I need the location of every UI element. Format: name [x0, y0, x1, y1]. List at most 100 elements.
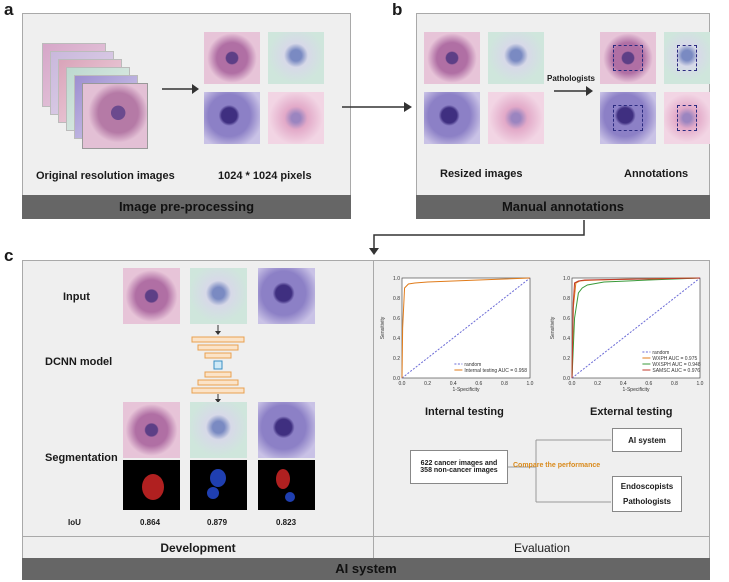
label-annotations: Annotations: [624, 168, 689, 180]
panel-a-letter: a: [4, 0, 14, 19]
resized-image: [424, 32, 480, 84]
series-line: [571, 277, 701, 379]
x-tick-label: 0.8: [671, 381, 678, 387]
resized-image: [488, 32, 544, 84]
y-tick-label: 1.0: [393, 276, 400, 282]
x-axis-label: 1-Specificity: [623, 387, 650, 393]
label-resized-images: Resized images: [440, 168, 523, 180]
legend-entry: WXSPH AUC = 0.948: [652, 362, 700, 368]
label-pathologists: Pathologists: [547, 74, 596, 83]
dcnn-network-icon: [191, 325, 245, 403]
series-line: [571, 277, 701, 379]
title-external-testing: External testing: [590, 406, 673, 418]
dataset-line: 358 non-cancer images: [420, 467, 498, 474]
compare-label: Compare the performance: [513, 462, 601, 469]
input-image: [190, 268, 247, 324]
pathologists-label: Pathologists: [622, 497, 671, 506]
resized-image: [488, 92, 544, 144]
resized-image: [424, 92, 480, 144]
label-segmentation: Segmentation: [45, 452, 118, 464]
resized-image: [268, 92, 324, 144]
stacked-original-images: [42, 43, 152, 163]
label-development: Development: [22, 536, 374, 558]
ai-system-box: AI system: [612, 428, 682, 452]
mask-image: [258, 460, 315, 510]
series-line: [401, 277, 531, 379]
y-tick-label: 0.8: [393, 296, 400, 302]
y-tick-label: 0.4: [563, 336, 570, 342]
x-tick-label: 0.6: [645, 381, 652, 387]
label-original-images: Original resolution images: [36, 170, 175, 182]
label-1024: 1024 * 1024 pixels: [218, 170, 312, 182]
y-tick-label: 0.2: [563, 356, 570, 362]
x-tick-label: 1.0: [697, 381, 704, 387]
iou-value: 0.864: [140, 518, 161, 527]
x-axis-label: 1-Specificity: [453, 387, 480, 393]
x-tick-label: 0.6: [475, 381, 482, 387]
comparison-connector-icon: [508, 439, 611, 503]
annotated-image: [664, 92, 710, 144]
dataset-box: 622 cancer images and 358 non-cancer ima…: [410, 450, 508, 484]
legend-entry: random: [652, 350, 669, 356]
label-dcnn-model: DCNN model: [45, 356, 113, 368]
label-iou: IoU: [68, 518, 81, 527]
bar-manual-annotations: Manual annotations: [416, 195, 710, 219]
divider: [373, 260, 374, 558]
bar-ai-system: AI system: [22, 558, 710, 580]
y-tick-label: 0.2: [393, 356, 400, 362]
legend-entry: SAMSC AUC = 0.976: [652, 368, 700, 374]
y-axis-label: Sensitivity: [550, 316, 556, 339]
dataset-line: 622 cancer images and: [420, 460, 498, 467]
segmentation-overlay: [190, 402, 247, 458]
x-tick-label: 1.0: [527, 381, 534, 387]
annotated-image: [600, 92, 656, 144]
iou-value: 0.879: [207, 518, 228, 527]
series-line: [571, 277, 701, 379]
resized-image: [204, 92, 260, 144]
bar-image-preprocessing: Image pre-processing: [22, 195, 351, 219]
label-input: Input: [63, 291, 90, 303]
series-line: [401, 277, 531, 379]
roc-chart-internal: 0.00.0 0.2 0.2 0.4 0.4 0.6 0.6 0.8 0.8 1.0 1.0 1-Sp…: [380, 276, 534, 393]
x-tick-label: 0.0: [399, 381, 406, 387]
resized-image: [268, 32, 324, 84]
y-tick-label: 0.8: [563, 296, 570, 302]
y-axis-label: Sensitivity: [380, 316, 386, 339]
y-tick-label: 0.0: [563, 376, 570, 382]
annotated-image: [600, 32, 656, 84]
mask-image: [190, 460, 247, 510]
segmentation-overlay: [258, 402, 315, 458]
x-tick-label: 0.0: [569, 381, 576, 387]
segmentation-overlay: [123, 402, 180, 458]
title-internal-testing: Internal testing: [425, 406, 504, 418]
connector-arrow-icon: [369, 220, 585, 255]
experts-box: Endoscopists Pathologists: [612, 476, 682, 512]
x-tick-label: 0.2: [594, 381, 601, 387]
y-tick-label: 0.0: [393, 376, 400, 382]
x-tick-label: 0.4: [450, 381, 457, 387]
y-tick-label: 1.0: [563, 276, 570, 282]
label-evaluation: Evaluation: [374, 536, 710, 558]
arrow-icon: [342, 102, 412, 112]
x-tick-label: 0.8: [501, 381, 508, 387]
legend-entry: WXPH AUC = 0.975: [652, 356, 697, 362]
mask-image: [123, 460, 180, 510]
arrow-icon: [162, 84, 199, 94]
legend-entry: random: [464, 362, 481, 368]
iou-value: 0.823: [276, 518, 297, 527]
annotated-image: [664, 32, 710, 84]
arrow-icon: [554, 86, 593, 96]
y-tick-label: 0.4: [393, 336, 400, 342]
endoscopists-label: Endoscopists: [620, 482, 674, 491]
roc-chart-external: 0.00.0 0.2 0.2 0.4 0.4 0.6 0.6 0.8 0.8 1.0 1.0 1-Sp…: [550, 276, 704, 393]
input-image: [123, 268, 180, 324]
y-tick-label: 0.6: [393, 316, 400, 322]
x-tick-label: 0.2: [424, 381, 431, 387]
resized-image: [204, 32, 260, 84]
panel-c-letter: c: [4, 246, 14, 265]
input-image: [258, 268, 315, 324]
panel-b-letter: b: [392, 0, 403, 19]
y-tick-label: 0.6: [563, 316, 570, 322]
legend-entry: Internal testing AUC = 0.958: [464, 368, 527, 374]
x-tick-label: 0.4: [620, 381, 627, 387]
